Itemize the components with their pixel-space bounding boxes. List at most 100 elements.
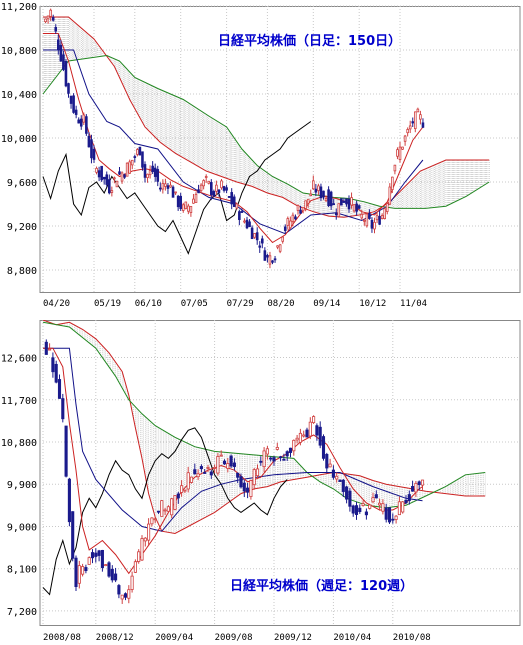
candle-body — [219, 454, 223, 457]
candle-body — [276, 245, 279, 248]
candle-body — [417, 481, 421, 486]
candle-body — [104, 564, 108, 567]
candle-body — [416, 108, 420, 113]
candle-body — [378, 502, 382, 506]
candle-body — [411, 486, 415, 492]
candle-body — [69, 95, 73, 104]
candle-body — [220, 180, 223, 189]
series-line-kijun — [43, 347, 423, 532]
daily-ichimoku-chart: 11,200 10,800 10,400 10,000 9,600 9,200 8,800 0… — [1, 2, 521, 309]
series-line-spanB — [42, 54, 490, 209]
candle-body — [404, 499, 408, 504]
candle-body — [375, 215, 379, 221]
y-axis: 11,200 10,800 10,400 10,000 9,600 9,200 8,800 — [1, 2, 520, 277]
candle-body — [209, 471, 213, 476]
candle-body — [361, 503, 365, 506]
candle-body — [125, 162, 129, 177]
candle-body — [229, 455, 233, 467]
candle-body — [222, 460, 227, 465]
candle-body — [327, 189, 330, 206]
candle-body — [90, 139, 93, 159]
candle-body — [46, 15, 50, 20]
candle-body — [350, 197, 353, 206]
candle-body — [245, 219, 249, 229]
candle-body — [407, 494, 411, 501]
candle-body — [95, 167, 98, 173]
candle-body — [143, 164, 147, 178]
candle-body — [275, 447, 279, 450]
x-tick-label: 07/29 — [227, 299, 254, 309]
candle-body — [186, 472, 190, 490]
candle-body — [166, 185, 170, 189]
candle-body — [321, 436, 326, 459]
candlesticks — [44, 8, 425, 269]
candle-body — [345, 486, 349, 500]
candle-body — [394, 515, 398, 520]
candle-body — [261, 238, 264, 244]
candle-body — [411, 121, 415, 124]
candle-body — [341, 479, 345, 492]
candle-body — [151, 165, 154, 172]
series-line-tenkan — [43, 347, 423, 575]
candle-body — [393, 164, 397, 172]
candle-body — [368, 504, 372, 509]
candle-body — [312, 416, 316, 424]
y-tick-label: 7,200 — [7, 607, 37, 618]
candle-body — [312, 180, 315, 190]
y-tick-label: 8,100 — [7, 565, 37, 576]
candle-body — [289, 220, 292, 229]
candle-body — [249, 480, 253, 497]
candle-body — [204, 176, 208, 178]
candle-body — [189, 476, 194, 483]
candle-body — [318, 426, 322, 446]
candle-body — [82, 114, 86, 123]
y-tick-label: 12,600 — [1, 354, 37, 365]
candle-body — [97, 170, 101, 178]
candle-body — [282, 458, 286, 461]
candle-body — [72, 95, 75, 113]
candle-body — [62, 54, 65, 70]
candle-body — [212, 191, 216, 197]
candle-body — [183, 489, 187, 492]
candle-body — [266, 254, 269, 258]
candle-body — [388, 186, 392, 205]
candle-body — [194, 193, 198, 203]
candle-body — [169, 184, 172, 188]
chart-title: 日経平均株価（日足：150日） — [218, 33, 401, 49]
candle-body — [87, 557, 91, 565]
candle-body — [196, 473, 200, 478]
candle-body — [328, 463, 332, 468]
candle-body — [171, 186, 175, 198]
candle-body — [100, 165, 103, 181]
x-axis: 2008/08 2008/12 2009/04 2009/08 2009/12 2010/… — [42, 320, 431, 643]
candle-body — [258, 245, 262, 248]
candle-body — [232, 462, 236, 467]
candle-body — [97, 550, 101, 556]
x-tick-label: 05/19 — [94, 299, 121, 309]
candle-body — [396, 149, 399, 157]
x-tick-label: 08/20 — [267, 299, 294, 309]
candle-body — [355, 203, 358, 212]
candle-body — [120, 594, 124, 600]
candle-body — [299, 209, 302, 214]
candle-body — [317, 185, 320, 191]
candle-body — [100, 549, 104, 568]
candle-body — [255, 232, 259, 241]
candle-body — [414, 482, 418, 493]
candle-body — [140, 538, 144, 561]
candle-body — [137, 551, 141, 562]
candle-body — [197, 189, 200, 194]
y-tick-label: 9,000 — [7, 522, 37, 533]
candle-body — [156, 510, 161, 513]
candle-body — [146, 173, 149, 179]
x-tick-label: 2009/12 — [274, 633, 312, 643]
candle-body — [136, 149, 139, 155]
candle-body — [226, 463, 230, 469]
series-line-chikou — [42, 121, 312, 255]
candle-body — [67, 83, 70, 94]
candle-body — [202, 180, 205, 187]
candle-body — [288, 447, 293, 453]
candle-body — [302, 434, 306, 437]
candle-body — [334, 212, 338, 216]
candle-body — [156, 169, 160, 182]
